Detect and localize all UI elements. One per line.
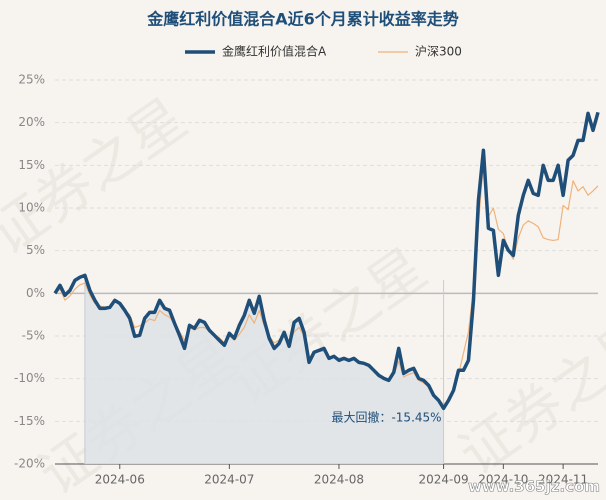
drawdown-area (84, 275, 444, 464)
x-tick-label: 2024-11 (538, 473, 588, 487)
y-tick-label: 15% (18, 158, 45, 172)
legend-label: 金鹰红利价值混合A (222, 44, 327, 59)
site-mark: www.365jz.com (468, 478, 600, 496)
y-tick-label: 25% (18, 73, 45, 87)
x-tick-label: 2024-07 (204, 473, 254, 487)
y-tick-label: -15% (14, 414, 45, 428)
y-tick-label: -20% (14, 457, 45, 471)
y-tick-label: -5% (22, 329, 45, 343)
legend-label: 沪深300 (415, 45, 462, 59)
y-tick-label: 20% (18, 115, 45, 129)
y-tick-label: -10% (14, 371, 45, 385)
chart-title: 金鹰红利价值混合A近6个月累计收益率走势 (146, 10, 459, 29)
drawdown-label: 最大回撤：-15.45% (331, 410, 441, 425)
y-tick-label: 5% (26, 243, 45, 257)
x-tick-label: 2024-08 (314, 473, 364, 487)
x-tick-label: 2024-09 (418, 473, 468, 487)
y-tick-label: 0% (26, 286, 45, 300)
series-line (53, 111, 600, 411)
x-tick-label: 2024-06 (95, 473, 145, 487)
x-tick-label: 2024-10 (478, 473, 528, 487)
y-tick-label: 10% (18, 201, 45, 215)
